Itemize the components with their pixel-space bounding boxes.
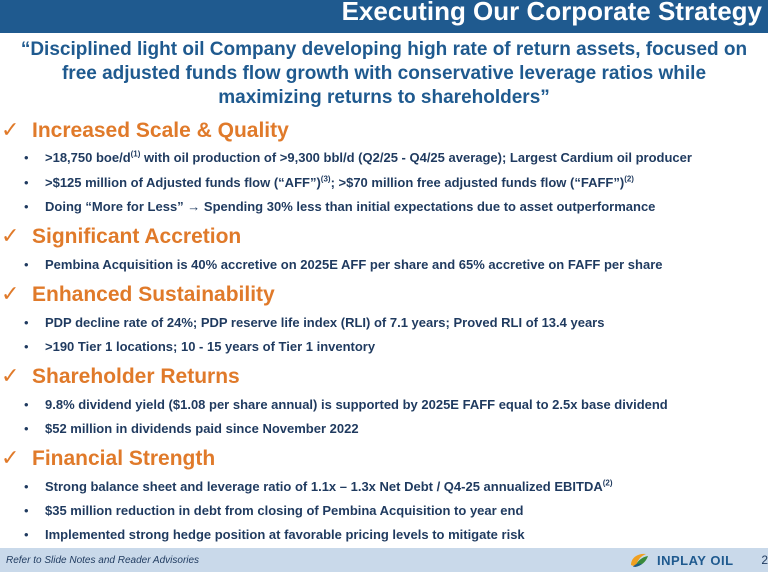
bullet-dot-icon: •: [24, 397, 29, 412]
title-bar: Executing Our Corporate Strategy: [0, 0, 768, 33]
page-number: 2: [761, 553, 768, 567]
bullet-dot-icon: •: [24, 175, 29, 190]
bullet-dot-icon: •: [24, 199, 29, 214]
bullet-dot-icon: •: [24, 339, 29, 354]
check-icon: ✓: [1, 118, 20, 143]
footer: Refer to Slide Notes and Reader Advisori…: [0, 548, 768, 572]
bullet-text: >18,750 boe/d(1) with oil production of …: [45, 149, 692, 165]
bullet-dot-icon: •: [24, 527, 29, 542]
bullet-dot-icon: •: [24, 421, 29, 436]
check-icon: ✓: [1, 364, 20, 389]
bullet-text: $35 million reduction in debt from closi…: [45, 503, 524, 518]
check-icon: ✓: [1, 224, 20, 249]
bullet-text: $52 million in dividends paid since Nove…: [45, 421, 359, 436]
check-icon: ✓: [1, 446, 20, 471]
bullet-text: PDP decline rate of 24%; PDP reserve lif…: [45, 315, 605, 330]
bullet-text: 9.8% dividend yield ($1.08 per share ann…: [45, 397, 668, 412]
arrow-right-icon: →: [187, 199, 201, 214]
check-icon: ✓: [1, 282, 20, 307]
section-title: Increased Scale & Quality: [32, 119, 289, 142]
section-title: Shareholder Returns: [32, 365, 240, 388]
section-title: Significant Accretion: [32, 225, 242, 248]
bullet-text: >190 Tier 1 locations; 10 - 15 years of …: [45, 339, 376, 354]
quote-line-1: “Disciplined light oil Company developin…: [20, 39, 748, 60]
bullet-text: Doing “More for Less” → Spending 30% les…: [45, 199, 656, 214]
bullet-dot-icon: •: [24, 479, 29, 494]
quote-line-3: maximizing returns to shareholders”: [218, 87, 550, 108]
bullet-text: Pembina Acquisition is 40% accretive on …: [45, 257, 663, 272]
quote-line-2: free adjusted funds flow growth with con…: [61, 63, 707, 84]
bullet-dot-icon: •: [24, 150, 29, 165]
company-logo-text: INPLAY OIL: [657, 553, 734, 568]
section-title: Financial Strength: [32, 447, 216, 470]
slide-title: Executing Our Corporate Strategy: [341, 0, 762, 26]
bullet-text: Implemented strong hedge position at fav…: [45, 527, 525, 542]
bullet-dot-icon: •: [24, 315, 29, 330]
inplay-logo-icon: [631, 553, 648, 567]
mission-quote: “Disciplined light oil Company developin…: [0, 38, 768, 110]
footer-note: Refer to Slide Notes and Reader Advisori…: [6, 555, 200, 566]
bullet-text: >$125 million of Adjusted funds flow (“A…: [45, 174, 634, 190]
section-title: Enhanced Sustainability: [32, 283, 275, 306]
bullet-text: Strong balance sheet and leverage ratio …: [45, 478, 613, 494]
bullet-dot-icon: •: [24, 257, 29, 272]
bullet-dot-icon: •: [24, 503, 29, 518]
